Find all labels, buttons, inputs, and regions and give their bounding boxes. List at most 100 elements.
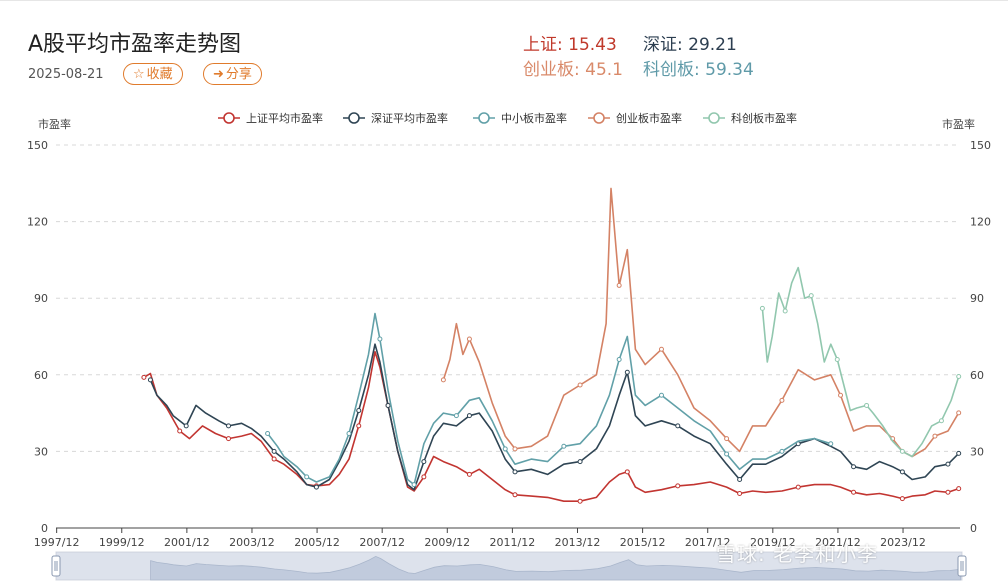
series-point-3 <box>440 377 446 383</box>
x-tick-label: 2013/12 <box>555 536 601 549</box>
series-point-2 <box>265 431 271 437</box>
slider-handle-grip[interactable] <box>51 555 61 577</box>
stat-star-label: 科创板: <box>643 60 700 80</box>
series-point-3 <box>577 382 583 388</box>
series-line-3 <box>442 187 960 458</box>
legend[interactable]: 上证平均市盈率 深证平均市盈率 中小板市盈率 创业板市盈率 科创板市盈率 <box>218 111 797 125</box>
y-tick-label-right: 150 <box>970 139 991 152</box>
series-point-1 <box>226 423 232 429</box>
series-line-2 <box>266 312 832 486</box>
slider-handle-right[interactable] <box>957 555 967 577</box>
x-tick-label: 2005/12 <box>294 536 340 549</box>
series-point-3 <box>956 410 962 416</box>
slider-preview <box>150 555 962 581</box>
y-axis-title-right: 市盈率 <box>942 117 975 131</box>
series-point-2 <box>411 482 417 488</box>
stat-chinext: 创业板: 45.1 <box>523 55 623 80</box>
series-line-1 <box>149 343 960 491</box>
x-tick-label: 2001/12 <box>164 536 210 549</box>
legend-item-4[interactable]: 科创板市盈率 <box>703 111 797 125</box>
series-point-0 <box>956 486 962 492</box>
x-tick-label: 2003/12 <box>229 536 275 549</box>
y-tick-label-left: 90 <box>34 292 48 305</box>
series-point-4 <box>899 448 905 454</box>
series-line-0 <box>143 351 959 502</box>
series-point-1 <box>577 459 583 465</box>
series-point-0 <box>737 491 743 497</box>
favorite-button[interactable]: ☆ 收藏 <box>123 63 183 85</box>
series-point-1 <box>675 423 681 429</box>
legend-label: 科创板市盈率 <box>731 111 797 125</box>
series-point-2 <box>453 413 459 419</box>
series-point-4 <box>956 373 962 379</box>
series-point-1 <box>624 369 630 375</box>
top-divider <box>0 0 1008 1</box>
series-point-2 <box>724 451 730 457</box>
y-tick-label-left: 150 <box>27 139 48 152</box>
series-point-1 <box>945 461 951 467</box>
zoom-slider[interactable] <box>51 551 967 581</box>
y-tick-label-right: 60 <box>970 369 984 382</box>
watermark: 雪球: 老李和小李 <box>716 542 879 566</box>
slider-handle-grip[interactable] <box>957 555 967 577</box>
y-tick-label-left: 0 <box>41 522 48 535</box>
series-point-0 <box>675 483 681 489</box>
legend-item-0[interactable]: 上证平均市盈率 <box>218 111 323 125</box>
series-point-0 <box>271 456 277 462</box>
series-point-0 <box>466 471 472 477</box>
legend-swatch-marker <box>478 112 490 124</box>
x-tick-label: 2017/12 <box>685 536 731 549</box>
x-tick-label: 2007/12 <box>359 536 405 549</box>
axes: 0 0 30 30 60 60 90 90 120 120 150 150 市盈率 市盈率 1997/12 1… <box>27 117 991 549</box>
series-point-0 <box>795 484 801 490</box>
series-point-0 <box>356 423 362 429</box>
series-point-0 <box>141 374 147 380</box>
share-button[interactable]: ➜ 分享 <box>203 63 262 85</box>
stat-chinext-label: 创业板: <box>523 60 580 80</box>
grid-lines <box>56 144 960 452</box>
legend-item-1[interactable]: 深证平均市盈率 <box>343 111 448 125</box>
legend-label: 创业板市盈率 <box>616 111 682 125</box>
series-point-3 <box>616 282 622 288</box>
stat-chinext-value: 45.1 <box>585 60 623 80</box>
x-tick-label: 2011/12 <box>490 536 536 549</box>
x-tick-label: 2009/12 <box>424 536 470 549</box>
series-point-0 <box>421 474 427 480</box>
page-title: A股平均市盈率走势图 <box>28 32 242 57</box>
slider-selection[interactable] <box>56 552 962 580</box>
series-point-1 <box>147 377 153 383</box>
series-point-1 <box>385 402 391 408</box>
series-point-2 <box>616 356 622 362</box>
page-date: 2025-08-21 <box>28 67 104 82</box>
series-point-3 <box>658 346 664 352</box>
series-point-4 <box>938 418 944 424</box>
series-point-2 <box>304 474 310 480</box>
stat-shenzhen-label: 深证: <box>643 35 683 55</box>
legend-swatch-marker <box>593 112 605 124</box>
slider-handle-left[interactable] <box>51 555 61 577</box>
series-point-3 <box>724 436 730 442</box>
series-point-4 <box>864 402 870 408</box>
share-arrow-icon: ➜ <box>213 67 224 82</box>
stat-star: 科创板: 59.34 <box>643 55 754 80</box>
series-point-3 <box>512 446 518 452</box>
share-label: 分享 <box>225 67 252 82</box>
stat-shenzhen: 深证: 29.21 <box>643 30 737 55</box>
series-point-1 <box>512 469 518 475</box>
stat-shenzhen-value: 29.21 <box>688 35 737 55</box>
stat-shanghai-label: 上证: <box>523 35 563 55</box>
y-tick-label-right: 0 <box>970 522 977 535</box>
x-tick-label: 2019/12 <box>750 536 796 549</box>
y-tick-label-right: 120 <box>970 216 991 229</box>
legend-label: 上证平均市盈率 <box>246 111 323 125</box>
legend-swatch-marker <box>223 112 235 124</box>
series-point-2 <box>658 392 664 398</box>
series-line-4 <box>761 266 960 458</box>
series-point-1 <box>183 423 189 429</box>
legend-item-3[interactable]: 创业板市盈率 <box>588 111 682 125</box>
legend-item-2[interactable]: 中小板市盈率 <box>473 111 567 125</box>
y-axis-title-left: 市盈率 <box>38 117 71 131</box>
series-point-1 <box>356 408 362 414</box>
series-point-3 <box>466 336 472 342</box>
